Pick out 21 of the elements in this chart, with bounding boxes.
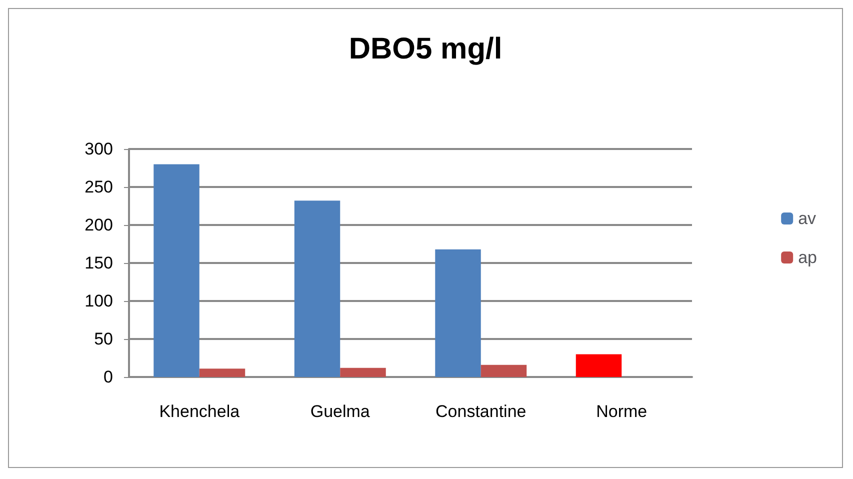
y-tick-label: 100 [84,292,113,310]
x-tick-label: Norme [596,402,648,421]
y-tick-label: 50 [94,330,113,348]
legend-label: ap [798,248,818,267]
x-tick-label: Guelma [310,402,370,421]
bar [435,249,481,377]
bar [576,354,622,377]
bar [480,364,527,377]
bar [294,200,340,377]
bar [199,368,246,377]
legend-label: av [798,209,817,228]
y-tick-label: 150 [84,254,113,272]
y-tick-label: 300 [84,140,113,158]
y-tick-label: 0 [104,368,113,386]
bar [340,368,386,377]
y-tick-label: 200 [84,216,113,234]
bar [154,164,200,377]
x-tick-label: Khenchela [159,402,240,421]
y-tick-label: 250 [84,178,113,196]
x-tick-label: Constantine [436,402,526,421]
chart-title: DBO5 mg/l [348,32,502,66]
